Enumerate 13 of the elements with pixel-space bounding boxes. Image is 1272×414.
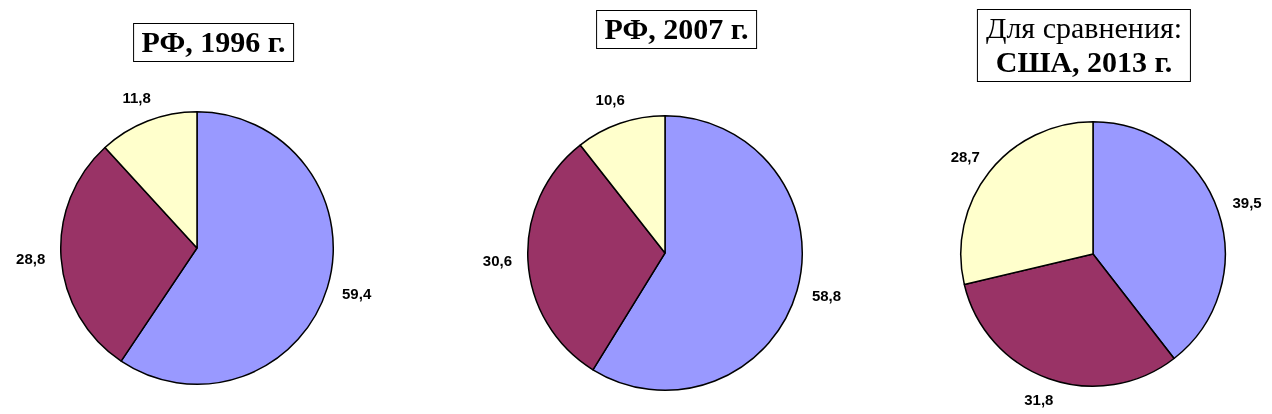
chart-title: Для сравнения: xyxy=(985,11,1183,45)
data-label: 28,8 xyxy=(16,250,46,268)
data-label: 39,5 xyxy=(1232,193,1262,211)
data-label: 11,8 xyxy=(122,89,151,107)
chart-title: РФ, 2007 г. xyxy=(604,12,749,46)
data-label: 31,8 xyxy=(1024,391,1054,409)
data-label: 10,6 xyxy=(595,91,625,109)
chart-subtitle: США, 2013 г. xyxy=(994,45,1174,79)
data-label: 30,6 xyxy=(482,252,513,270)
chart-title: РФ, 1996 г. xyxy=(141,25,286,59)
data-label: 59,4 xyxy=(342,284,372,302)
data-label: 58,8 xyxy=(811,287,842,305)
data-label: 28,7 xyxy=(950,147,980,165)
